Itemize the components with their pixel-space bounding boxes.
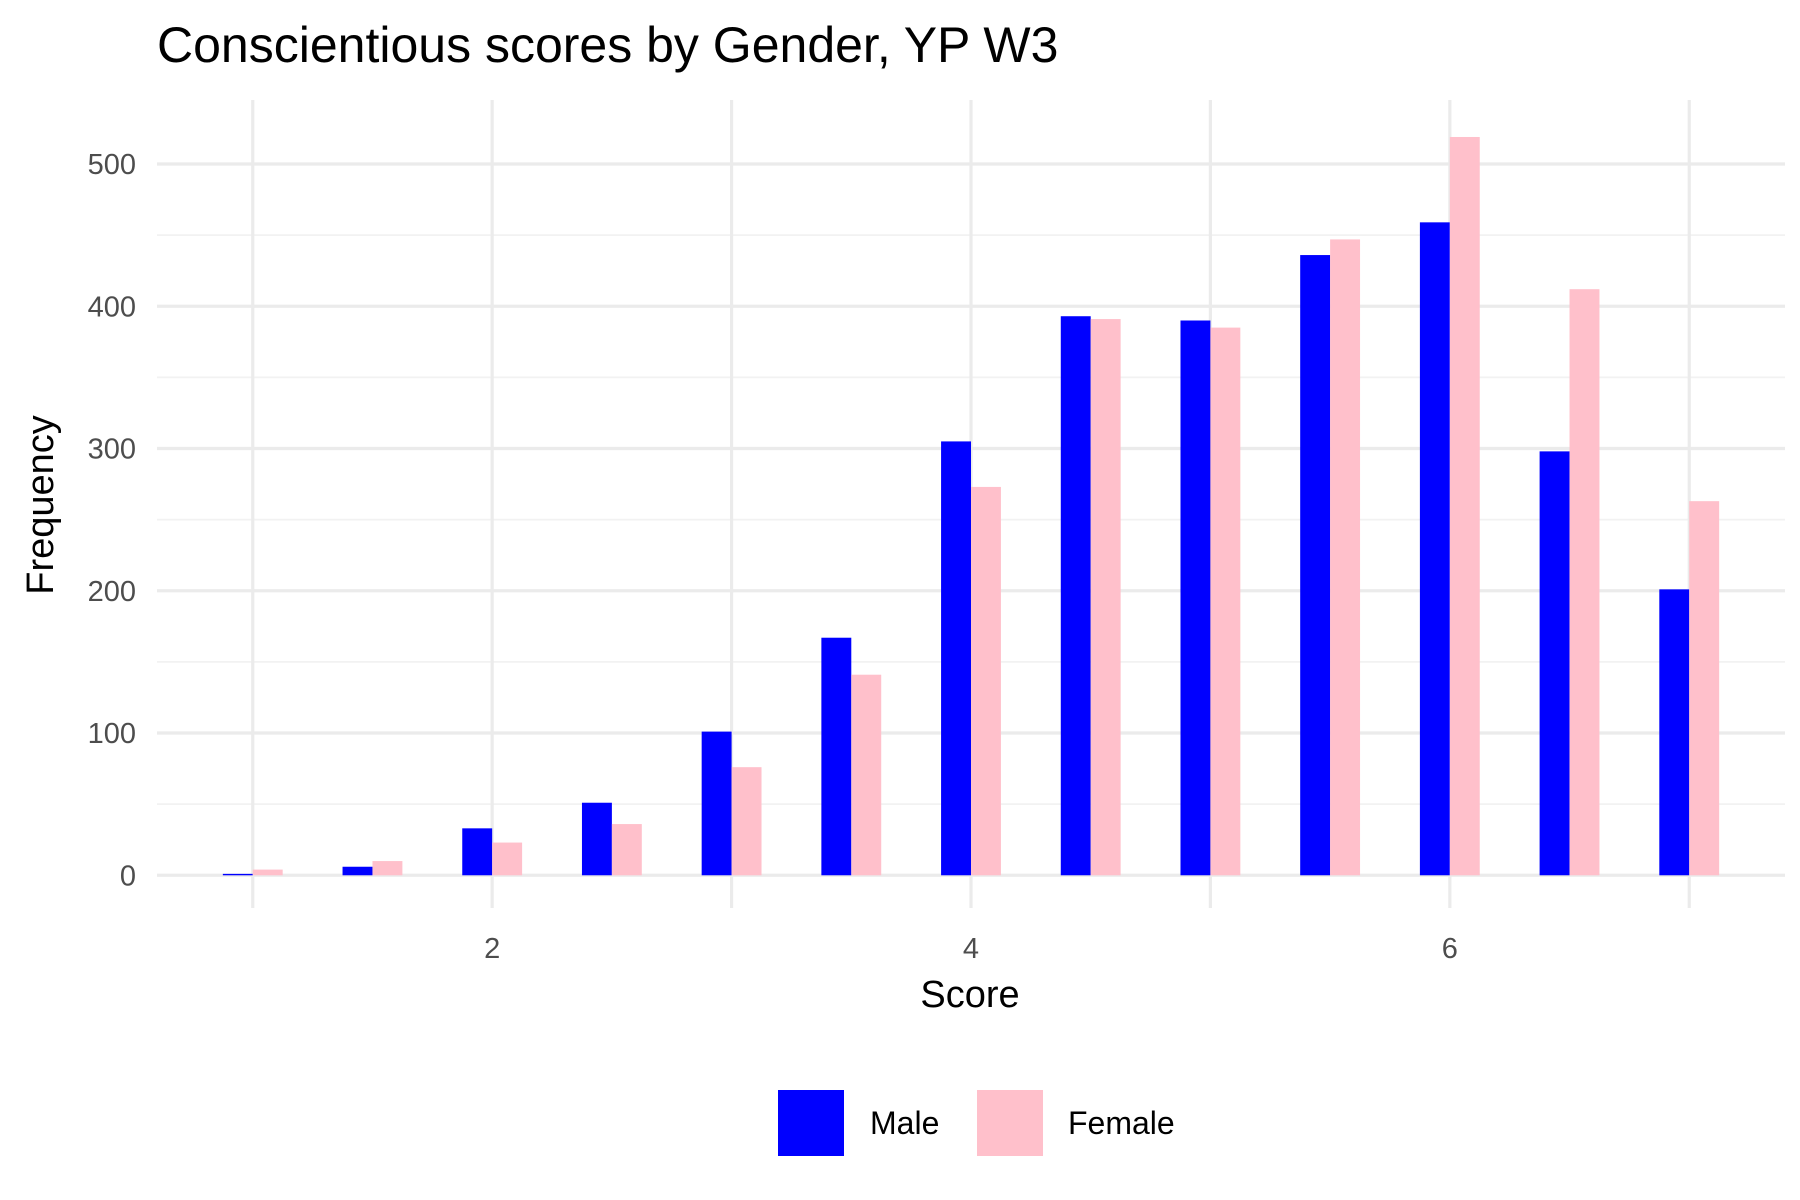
y-tick-label: 300 <box>88 434 136 466</box>
legend-key-male <box>778 1090 844 1156</box>
bar-female <box>492 842 523 876</box>
bar-female <box>1689 501 1720 876</box>
bar-male <box>701 731 732 876</box>
bar-female <box>372 861 403 876</box>
bar-male <box>1180 320 1211 876</box>
bar-male <box>1300 255 1331 876</box>
bar-female <box>1330 239 1361 876</box>
bar-male <box>1539 451 1570 876</box>
x-axis-tick-labels: 2 4 6 <box>484 933 1458 965</box>
bar-male <box>462 828 493 876</box>
bar-female <box>1210 327 1241 876</box>
bar-female <box>1090 319 1121 876</box>
legend-label-male: Male <box>870 1105 939 1141</box>
bar-female <box>252 869 283 876</box>
bar-female <box>971 486 1001 876</box>
y-axis-title: Frequency <box>20 415 62 595</box>
x-axis-title: Score <box>920 974 1019 1016</box>
x-tick-label: 4 <box>963 933 979 965</box>
y-tick-label: 200 <box>88 576 136 608</box>
legend-label-female: Female <box>1068 1105 1175 1141</box>
bars <box>222 136 1720 876</box>
chart-title: Conscientious scores by Gender, YP W3 <box>157 17 1058 73</box>
bar-male <box>941 441 971 876</box>
x-tick-label: 6 <box>1442 933 1458 965</box>
x-tick-label: 2 <box>484 933 500 965</box>
bar-male <box>821 637 852 876</box>
bar-female <box>731 767 762 876</box>
bar-male <box>342 866 373 876</box>
legend: Male Female <box>778 1090 1175 1156</box>
bar-female <box>1449 136 1480 876</box>
y-tick-label: 400 <box>88 291 136 323</box>
y-tick-label: 500 <box>88 149 136 181</box>
bar-male <box>222 873 253 876</box>
bar-male <box>1419 222 1450 876</box>
bar-female <box>851 674 882 876</box>
y-tick-label: 0 <box>120 860 136 892</box>
legend-key-female <box>977 1090 1043 1156</box>
bar-female <box>611 824 642 876</box>
bar-female <box>1569 289 1600 876</box>
y-tick-label: 100 <box>88 718 136 750</box>
y-axis-tick-labels: 0 100 200 300 400 500 <box>88 149 136 892</box>
bar-male <box>581 802 612 876</box>
bar-male <box>1060 316 1091 876</box>
bar-male <box>1659 589 1690 876</box>
